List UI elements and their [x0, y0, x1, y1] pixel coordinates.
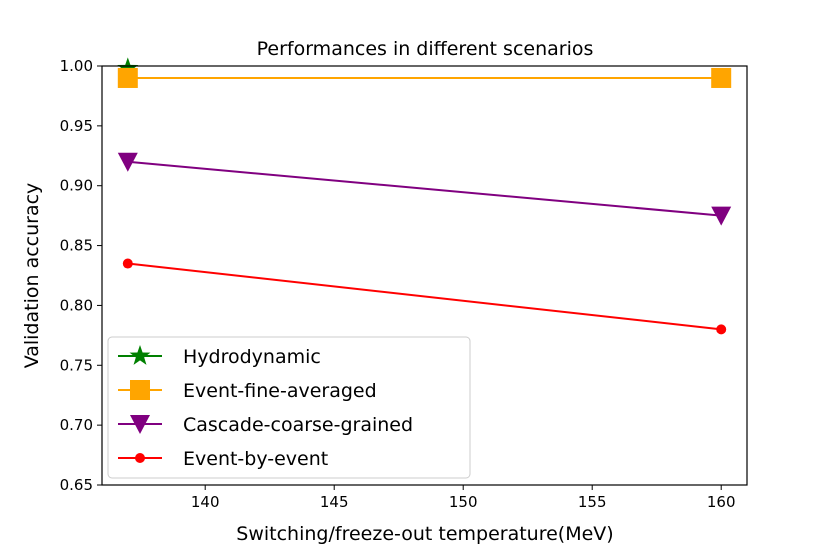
- data-point: [117, 57, 139, 78]
- y-tick-label: 0.65: [60, 476, 93, 494]
- legend-marker: [135, 453, 145, 463]
- y-tick-label: 0.85: [60, 237, 93, 255]
- series-line: [127, 262, 722, 331]
- y-tick-label: 0.90: [60, 177, 93, 195]
- legend-label: Event-fine-averaged: [183, 380, 377, 402]
- series-line: [127, 160, 722, 217]
- y-tick-label: 1.00: [60, 57, 93, 75]
- y-axis-label: Validation accuracy: [21, 183, 43, 369]
- data-point: [117, 152, 138, 172]
- y-tick-label: 0.95: [60, 117, 93, 135]
- legend-label: Cascade-coarse-grained: [183, 414, 413, 436]
- x-tick-label: 155: [578, 493, 607, 511]
- x-axis-label: Switching/freeze-out temperature(MeV): [236, 523, 613, 545]
- x-tick-label: 150: [449, 493, 478, 511]
- x-tick-label: 160: [707, 493, 736, 511]
- data-point: [122, 258, 133, 269]
- marker-layer: [117, 57, 732, 335]
- legend: Hydrodynamic Event-fine-averaged Cascade-c…: [107, 336, 471, 479]
- legend-label: Event-by-event: [183, 448, 328, 470]
- data-point: [716, 324, 727, 335]
- chart-title: Performances in different scenarios: [257, 38, 594, 60]
- x-tick-label: 140: [191, 493, 220, 511]
- series-layer: [127, 76, 722, 331]
- y-tick-label: 0.70: [60, 416, 93, 434]
- y-tick-label: 0.80: [60, 296, 93, 314]
- data-point: [711, 206, 732, 226]
- data-point: [711, 67, 732, 88]
- x-axis-ticks: 140 145 150 155 160: [191, 485, 736, 511]
- legend-marker: [129, 345, 151, 365]
- data-point: [117, 67, 138, 88]
- y-axis-ticks: 0.65 0.70 0.75 0.80 0.85 0.90 0.95 1.00: [60, 57, 102, 494]
- y-tick-label: 0.75: [60, 356, 93, 374]
- plot-frame: [101, 65, 748, 486]
- legend-label: Hydrodynamic: [183, 346, 321, 368]
- legend-marker: [130, 380, 150, 400]
- legend-marker: [130, 415, 150, 434]
- x-tick-label: 145: [320, 493, 349, 511]
- legend-box: [107, 336, 471, 479]
